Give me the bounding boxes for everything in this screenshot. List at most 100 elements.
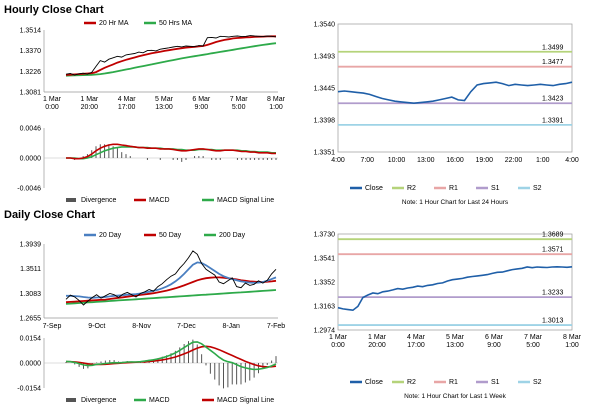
hourly-pivot-x-tick: 4:00 bbox=[565, 157, 579, 164]
daily-pivot-x-tick: 4 Mar bbox=[407, 334, 426, 341]
daily-section-title: Daily Close Chart bbox=[4, 209, 96, 221]
daily-price-chart: 20 Day 50 Day 200 Day 1.3939 1.3511 1.3083 1.2… bbox=[20, 232, 285, 330]
daily-pivot-x-tick-time: 13:00 bbox=[446, 342, 464, 349]
daily-pivot-x-tick-time: 17:00 bbox=[407, 342, 425, 349]
hourly-pivot-note: Note: 1 Hour Chart for Last 24 Hours bbox=[402, 199, 509, 206]
hourly-macd-y-tick: -0.0046 bbox=[17, 186, 41, 193]
daily-macd-series-macd bbox=[65, 341, 277, 371]
hourly-pivot-x-tick: 22:00 bbox=[505, 157, 523, 164]
hourly-macd-series-macd bbox=[66, 143, 276, 160]
hourly-price-x-tick: 1 Mar bbox=[43, 96, 62, 103]
daily-pivot-y-tick: 1.3541 bbox=[314, 256, 336, 263]
daily-macd-y-tick: -0.0154 bbox=[17, 386, 41, 393]
hourly-pivot-series-close bbox=[337, 81, 573, 105]
daily-pivot-x-tick: 8 Mar bbox=[563, 334, 582, 341]
hourly-macd-chart: 0.0046 0.0000 -0.0046 Divergence MACD MACD Si… bbox=[17, 126, 278, 204]
daily-macd-legend-label-1: MACD bbox=[149, 397, 170, 404]
hourly-price-series-price bbox=[65, 35, 277, 76]
daily-macd-legend-swatch-0 bbox=[66, 398, 76, 402]
daily-pivot-legend-label-0: Close bbox=[365, 379, 383, 386]
hourly-price-x-tick-time: 5:00 bbox=[232, 104, 246, 111]
hourly-price-y-tick: 1.3514 bbox=[20, 28, 42, 35]
daily-macd-legend-label-2: MACD Signal Line bbox=[217, 397, 274, 404]
hourly-pivot-y-tick: 1.3398 bbox=[314, 118, 336, 125]
daily-pivot-note: Note: 1 Hour Chart for Last 1 Week bbox=[404, 393, 507, 400]
daily-macd-y-tick: 0.0000 bbox=[20, 361, 42, 368]
hourly-pivot-legend-label-4: S2 bbox=[533, 185, 542, 192]
daily-pivot-y-tick: 1.3730 bbox=[314, 232, 336, 239]
hourly-pivot-y-tick: 1.3540 bbox=[314, 22, 336, 29]
hourly-section-title: Hourly Close Chart bbox=[4, 4, 104, 16]
daily-price-series-ma200 bbox=[65, 289, 277, 305]
daily-pivot-x-tick-time: 20:00 bbox=[368, 342, 386, 349]
hourly-macd-legend-label-2: MACD Signal Line bbox=[217, 197, 274, 204]
hourly-price-x-tick-time: 9:00 bbox=[195, 104, 209, 111]
hourly-price-chart: 20 Hr MA 50 Hrs MA 1.3514 1.3370 1.3226 1.308… bbox=[20, 20, 285, 111]
hourly-pivot-legend-label-1: R2 bbox=[407, 185, 416, 192]
hourly-macd-y-tick: 0.0000 bbox=[20, 156, 42, 163]
hourly-pivot-x-tick: 10:00 bbox=[388, 157, 406, 164]
hourly-macd-legend-swatch-0 bbox=[66, 198, 76, 202]
hourly-macd-y-tick: 0.0046 bbox=[20, 126, 42, 133]
hourly-pivot-plot-frame bbox=[337, 23, 573, 153]
daily-pivot-x-tick-time: 0:00 bbox=[331, 342, 345, 349]
hourly-price-x-tick: 8 Mar bbox=[267, 96, 285, 103]
daily-macd-y-tick: 0.0154 bbox=[20, 336, 42, 343]
hourly-pivot-legend-label-0: Close bbox=[365, 185, 383, 192]
hourly-pivot-y-tick: 1.3351 bbox=[314, 150, 336, 157]
hourly-price-x-tick-time: 0:00 bbox=[45, 104, 59, 111]
hourly-price-y-tick: 1.3081 bbox=[20, 90, 42, 97]
daily-price-x-tick: 7-Feb bbox=[267, 323, 285, 330]
hourly-pivot-x-tick: 1:00 bbox=[536, 157, 550, 164]
daily-price-legend-label-1: 50 Day bbox=[159, 232, 182, 239]
hourly-price-x-tick-time: 17:00 bbox=[118, 104, 136, 111]
daily-pivot-series-close bbox=[337, 265, 573, 312]
daily-pivot-x-tick-time: 5:00 bbox=[526, 342, 540, 349]
daily-pivot-x-tick: 1 Mar bbox=[368, 334, 387, 341]
daily-price-x-tick: 8-Jan bbox=[222, 323, 240, 330]
daily-pivot-x-tick-time: 1:00 bbox=[565, 342, 579, 349]
hourly-macd-legend-label-1: MACD bbox=[149, 197, 170, 204]
daily-price-series-ma50 bbox=[65, 276, 277, 304]
hourly-pivot-y-tick: 1.3445 bbox=[314, 86, 336, 93]
hourly-price-x-tick-time: 1:00 bbox=[269, 104, 283, 111]
hourly-pivot-x-tick: 16:00 bbox=[446, 157, 464, 164]
hourly-price-x-tick: 4 Mar bbox=[118, 96, 137, 103]
daily-price-x-tick: 8-Nov bbox=[132, 323, 151, 330]
daily-pivot-level-label-s2: 1.3013 bbox=[542, 318, 564, 325]
daily-price-legend-label-0: 20 Day bbox=[99, 232, 122, 239]
daily-pivot-legend-label-2: R1 bbox=[449, 379, 458, 386]
hourly-pivot-level-label-r2: 1.3499 bbox=[542, 44, 564, 51]
hourly-price-x-tick-time: 20:00 bbox=[81, 104, 99, 111]
daily-price-y-tick: 1.3083 bbox=[20, 291, 42, 298]
daily-pivot-x-tick-time: 9:00 bbox=[487, 342, 501, 349]
hourly-price-x-tick: 6 Mar bbox=[192, 96, 211, 103]
daily-pivot-legend-label-3: S1 bbox=[491, 379, 500, 386]
daily-pivot-x-tick: 6 Mar bbox=[485, 334, 504, 341]
daily-price-x-tick: 9-Oct bbox=[88, 323, 105, 330]
hourly-price-series-ma50 bbox=[65, 42, 277, 77]
daily-price-x-tick: 7-Sep bbox=[43, 323, 62, 330]
hourly-price-x-tick: 5 Mar bbox=[155, 96, 174, 103]
daily-pivot-level-label-r2: 1.3689 bbox=[542, 232, 564, 239]
daily-macd-legend-label-0: Divergence bbox=[81, 397, 117, 404]
hourly-pivot-y-tick: 1.3493 bbox=[314, 54, 336, 61]
hourly-price-y-tick: 1.3370 bbox=[20, 48, 42, 55]
hourly-macd-legend-label-0: Divergence bbox=[81, 197, 117, 204]
daily-pivot-plot-frame bbox=[337, 233, 573, 331]
hourly-price-legend-label-1: 50 Hrs MA bbox=[159, 20, 192, 27]
hourly-price-series-ma20 bbox=[65, 35, 276, 76]
daily-price-x-tick: 7-Dec bbox=[177, 323, 196, 330]
daily-pivot-legend-label-4: S2 bbox=[533, 379, 542, 386]
hourly-price-legend-label-0: 20 Hr MA bbox=[99, 20, 129, 27]
daily-macd-chart: 0.0154 0.0000 -0.0154 Divergence MACD MACD Si… bbox=[17, 336, 278, 404]
daily-pivot-x-tick: 1 Mar bbox=[329, 334, 348, 341]
daily-price-legend-label-2: 200 Day bbox=[219, 232, 246, 239]
daily-price-y-tick: 1.3511 bbox=[20, 266, 41, 273]
hourly-pivot-level-label-r1: 1.3477 bbox=[542, 59, 564, 66]
hourly-pivot-x-tick: 19:00 bbox=[475, 157, 493, 164]
hourly-pivot-legend-label-2: R1 bbox=[449, 185, 458, 192]
daily-pivot-legend-label-1: R2 bbox=[407, 379, 416, 386]
